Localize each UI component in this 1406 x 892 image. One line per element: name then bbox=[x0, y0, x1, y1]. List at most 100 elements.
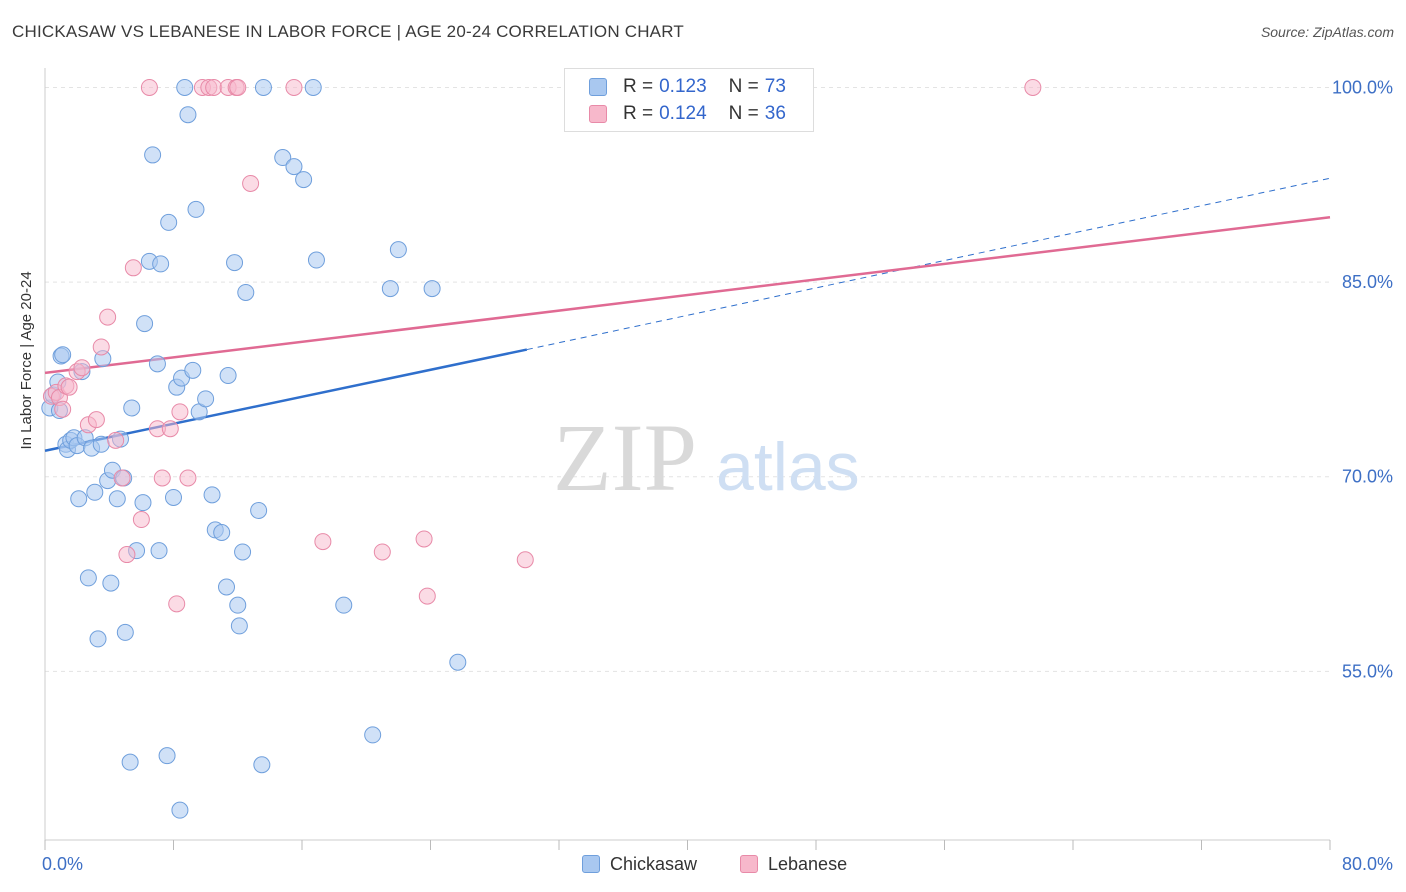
lebanese-point bbox=[118, 546, 136, 564]
r-label: R = bbox=[623, 76, 654, 97]
watermark-zip: ZIP bbox=[553, 404, 697, 511]
lebanese-point bbox=[153, 469, 171, 487]
lebanese-point bbox=[124, 259, 142, 277]
legend-row-chickasaw: R = 0.123 N = 73 bbox=[589, 75, 786, 99]
chickasaw-point bbox=[150, 542, 168, 560]
lebanese-swatch bbox=[740, 855, 758, 873]
axes bbox=[44, 68, 1331, 850]
chickasaw-point bbox=[70, 490, 88, 508]
n-label: N = bbox=[728, 76, 759, 97]
chickasaw-point bbox=[274, 149, 292, 167]
r-value: 0.123 bbox=[659, 76, 707, 97]
lebanese-point bbox=[373, 543, 391, 561]
lebanese-point bbox=[87, 411, 105, 429]
lebanese-point bbox=[140, 78, 158, 96]
chickasaw-point bbox=[123, 399, 141, 417]
chickasaw-point bbox=[229, 596, 247, 614]
chickasaw-point bbox=[389, 241, 407, 259]
lebanese-point bbox=[171, 403, 189, 421]
chickasaw-point bbox=[176, 78, 194, 96]
y-tick-label: 55.0% bbox=[1342, 661, 1393, 681]
legend-item-chickasaw: Chickasaw bbox=[582, 852, 697, 876]
chickasaw-point bbox=[187, 200, 205, 218]
chickasaw-point bbox=[148, 355, 166, 373]
chickasaw-point bbox=[230, 617, 248, 635]
chickasaw-point bbox=[219, 367, 237, 385]
chickasaw-point bbox=[253, 756, 271, 774]
chickasaw-point bbox=[203, 486, 221, 504]
r-value: 0.124 bbox=[659, 103, 707, 124]
lebanese-point bbox=[285, 78, 303, 96]
chickasaw-point bbox=[250, 501, 268, 519]
lebanese-point bbox=[99, 308, 117, 326]
chickasaw-point bbox=[285, 158, 303, 176]
lebanese-label: Lebanese bbox=[768, 853, 848, 874]
chickasaw-point bbox=[136, 315, 154, 333]
chickasaw-point bbox=[152, 255, 170, 273]
chickasaw-point bbox=[295, 171, 313, 189]
chickasaw-point bbox=[102, 574, 120, 592]
lebanese-point bbox=[132, 511, 150, 529]
y-tick-label: 100.0% bbox=[1332, 77, 1393, 97]
chickasaw-point bbox=[335, 596, 353, 614]
legend-row-lebanese: R = 0.124 N = 36 bbox=[589, 102, 786, 126]
chickasaw-point bbox=[237, 283, 255, 301]
chickasaw-point bbox=[304, 78, 322, 96]
chickasaw-point bbox=[307, 251, 325, 269]
lebanese-trend-line bbox=[44, 215, 1331, 375]
n-value: 36 bbox=[764, 103, 786, 124]
correlation-legend: R = 0.123 N = 73 R = 0.124 N = 36 bbox=[564, 68, 814, 132]
chickasaw-label: Chickasaw bbox=[610, 853, 698, 874]
chickasaw-point bbox=[179, 106, 197, 124]
chickasaw-point bbox=[116, 623, 134, 641]
chickasaw-point bbox=[54, 346, 72, 364]
chickasaw-point bbox=[86, 483, 104, 501]
chickasaw-swatch bbox=[582, 855, 600, 873]
lebanese-point bbox=[242, 174, 260, 192]
chart-title: CHICKASAW VS LEBANESE IN LABOR FORCE | A… bbox=[12, 22, 684, 41]
chickasaw-point bbox=[121, 753, 139, 771]
chickasaw-point bbox=[144, 146, 162, 164]
chickasaw-point bbox=[171, 801, 189, 819]
lebanese-point bbox=[113, 469, 131, 487]
x-tick-label: 0.0% bbox=[42, 854, 83, 874]
y-tick-label: 70.0% bbox=[1342, 467, 1393, 487]
n-value: 73 bbox=[764, 76, 786, 97]
lebanese-point bbox=[60, 378, 78, 396]
lebanese-point bbox=[1024, 78, 1042, 96]
lebanese-point bbox=[107, 431, 125, 449]
lebanese-point bbox=[415, 530, 433, 548]
chickasaw-point bbox=[79, 569, 97, 587]
chickasaw-point bbox=[234, 543, 252, 561]
chickasaw-point bbox=[184, 361, 202, 379]
lebanese-point bbox=[179, 469, 197, 487]
lebanese-points bbox=[42, 78, 1042, 613]
lebanese-point bbox=[73, 359, 91, 377]
chickasaw-point bbox=[449, 653, 467, 671]
chickasaw-point bbox=[226, 254, 244, 272]
lebanese-point bbox=[229, 78, 247, 96]
chickasaw-point bbox=[254, 78, 272, 96]
watermark-atlas: atlas bbox=[716, 429, 860, 505]
y-tick-label: 85.0% bbox=[1342, 272, 1393, 292]
tick-labels: 55.0% 70.0% 85.0% 100.0% 0.0% 80.0% bbox=[42, 77, 1393, 874]
gridlines bbox=[45, 86, 1330, 672]
chickasaw-point bbox=[108, 490, 126, 508]
lebanese-point bbox=[92, 338, 110, 356]
chickasaw-point bbox=[423, 280, 441, 298]
chickasaw-point bbox=[381, 280, 399, 298]
chickasaw-point bbox=[89, 630, 107, 648]
lebanese-point bbox=[161, 420, 179, 438]
chickasaw-point bbox=[134, 494, 152, 512]
legend-item-lebanese: Lebanese bbox=[740, 852, 847, 876]
chickasaw-point bbox=[197, 390, 215, 408]
n-label: N = bbox=[728, 103, 759, 124]
y-axis-label: In Labor Force | Age 20-24 bbox=[18, 271, 35, 450]
r-label: R = bbox=[623, 103, 654, 124]
lebanese-point bbox=[314, 533, 332, 551]
lebanese-point bbox=[205, 78, 223, 96]
lebanese-point bbox=[54, 400, 72, 418]
chickasaw-point bbox=[160, 213, 178, 231]
chickasaw-swatch bbox=[589, 78, 607, 96]
